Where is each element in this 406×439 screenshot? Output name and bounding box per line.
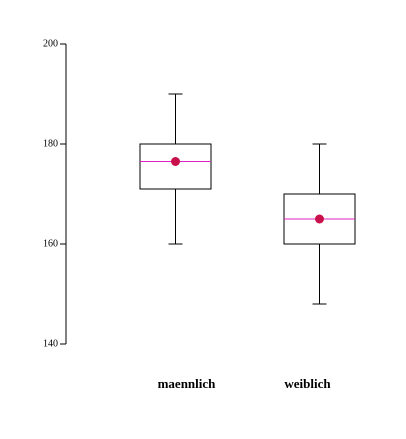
x-tick-label: weiblich xyxy=(284,376,331,391)
y-tick-label: 140 xyxy=(43,338,58,349)
box xyxy=(139,143,212,190)
y-tick-label: 160 xyxy=(43,238,58,249)
x-tick-label: maennlich xyxy=(158,376,217,391)
y-tick-label: 180 xyxy=(43,138,58,149)
mean-marker xyxy=(315,214,324,224)
y-tick-label: 200 xyxy=(43,38,58,49)
mean-marker xyxy=(171,157,180,166)
